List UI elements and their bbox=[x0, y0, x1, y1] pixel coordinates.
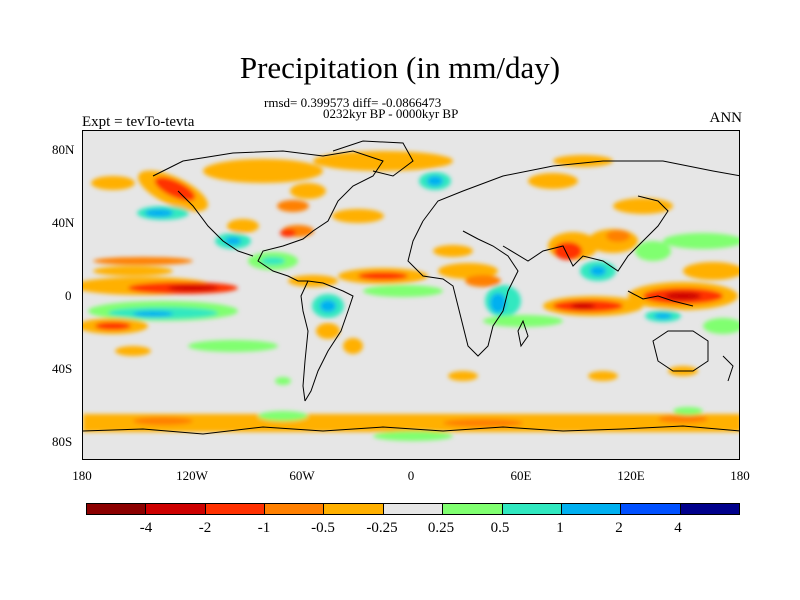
stats-subtitle: rmsd= 0.399573 diff= -0.0866473 bbox=[264, 95, 442, 110]
y-tick-80s: 80S bbox=[52, 434, 73, 449]
x-tick-60e: 60E bbox=[510, 468, 532, 483]
experiment-label: Expt = tevTo-tevta bbox=[82, 114, 195, 130]
x-tick-0: 0 bbox=[407, 468, 415, 483]
season-label: ANN bbox=[709, 110, 743, 126]
anomaly-field bbox=[83, 151, 739, 441]
precipitation-map bbox=[82, 130, 740, 460]
plot-title: Precipitation (in mm/day) bbox=[239, 50, 561, 85]
colorbar-swatch-4 bbox=[265, 504, 325, 514]
y-tick-0: 0 bbox=[65, 288, 72, 303]
colorbar-label-5: -0.25 bbox=[366, 520, 398, 536]
x-tick-120e: 120E bbox=[617, 468, 645, 483]
colorbar-label-1: -4 bbox=[139, 520, 153, 536]
colorbar-swatch-3 bbox=[205, 504, 266, 514]
coastlines bbox=[83, 140, 739, 435]
period-subtitle: 0232kyr BP - 0000kyr BP bbox=[323, 106, 459, 121]
colorbar-swatch-8 bbox=[502, 504, 562, 514]
colorbar-label-10: 4 bbox=[674, 520, 682, 536]
colorbar-swatch-9 bbox=[561, 504, 622, 514]
colorbar-swatch-10 bbox=[621, 504, 681, 514]
colorbar-swatch-6 bbox=[383, 504, 444, 514]
colorbar-swatch-5 bbox=[324, 504, 384, 514]
y-tick-80n: 80N bbox=[52, 142, 75, 157]
colorbar-swatch-2 bbox=[146, 504, 206, 514]
colorbar-swatch-7 bbox=[443, 504, 503, 514]
x-tick-60w: 60W bbox=[289, 468, 315, 483]
x-tick-180w: 180 bbox=[72, 468, 92, 483]
colorbar-label-4: -0.5 bbox=[311, 520, 335, 536]
colorbar-swatch-1 bbox=[87, 504, 147, 514]
colorbar-label-3: -1 bbox=[257, 520, 271, 536]
y-tick-40n: 40N bbox=[52, 215, 75, 230]
colorbar-label-8: 1 bbox=[556, 520, 564, 536]
colorbar-label-6: 0.25 bbox=[427, 520, 455, 536]
colorbar-label-9: 2 bbox=[615, 520, 623, 536]
colorbar-label-7: 0.5 bbox=[490, 520, 510, 536]
x-tick-120w: 120W bbox=[176, 468, 208, 483]
map-svg bbox=[83, 140, 739, 441]
colorbar-swatch-11 bbox=[680, 504, 739, 514]
colorbar bbox=[86, 503, 740, 515]
x-tick-180e: 180 bbox=[730, 468, 750, 483]
colorbar-label-2: -2 bbox=[198, 520, 212, 536]
y-tick-40s: 40S bbox=[52, 361, 73, 376]
